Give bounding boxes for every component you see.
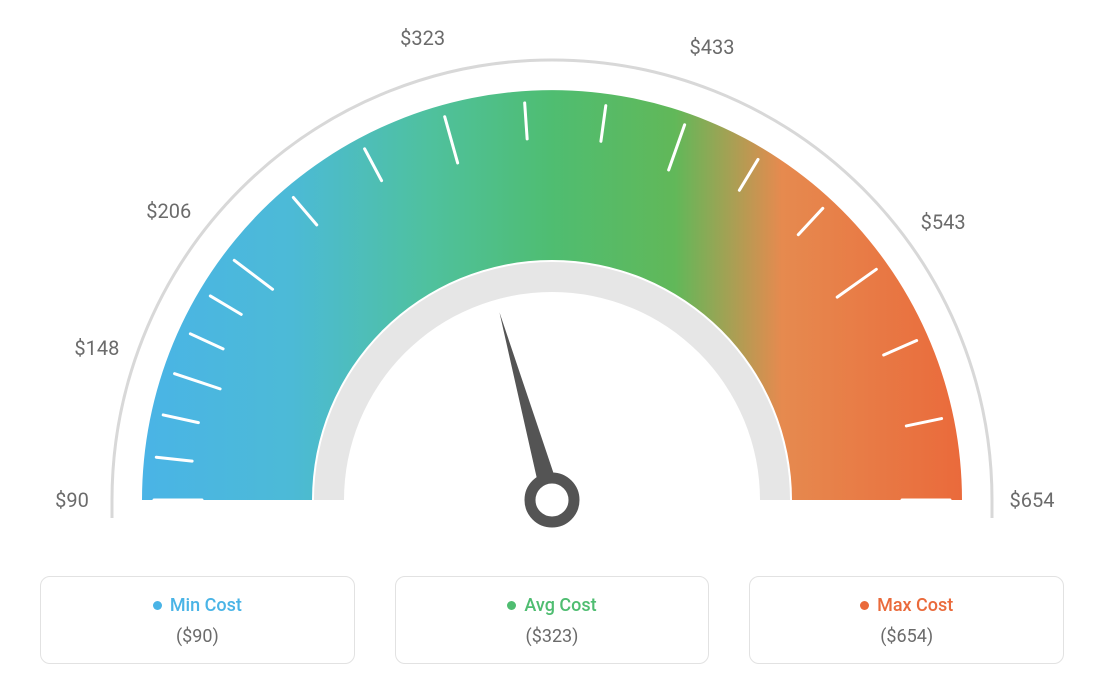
legend-title-min: Min Cost [153, 595, 242, 616]
legend-value-avg: ($323) [406, 626, 699, 647]
legend-title-max: Max Cost [860, 595, 953, 616]
legend-card-max: Max Cost ($654) [749, 576, 1064, 664]
legend-card-min: Min Cost ($90) [40, 576, 355, 664]
gauge-tick-label: $654 [1010, 488, 1055, 512]
gauge-tick-label: $90 [55, 488, 89, 512]
gauge-tick-label: $323 [400, 26, 445, 50]
gauge-tick-label: $148 [74, 336, 119, 360]
legend-card-avg: Avg Cost ($323) [395, 576, 710, 664]
dot-icon [507, 601, 516, 610]
legend-value-max: ($654) [760, 626, 1053, 647]
gauge-needle-hub [530, 478, 574, 522]
dot-icon [153, 601, 162, 610]
legend-label: Min Cost [170, 595, 242, 616]
gauge-tick-label: $543 [921, 210, 966, 234]
gauge-tick-label: $206 [146, 199, 191, 223]
cost-gauge: $90 $148 $206 $323 $433 $543 $654 [0, 0, 1104, 560]
legend-value-min: ($90) [51, 626, 344, 647]
dot-icon [860, 601, 869, 610]
legend-row: Min Cost ($90) Avg Cost ($323) Max Cost … [40, 576, 1064, 664]
legend-label: Avg Cost [524, 595, 596, 616]
gauge-svg [0, 0, 1104, 560]
legend-label: Max Cost [877, 595, 953, 616]
legend-title-avg: Avg Cost [507, 595, 596, 616]
gauge-tick-label: $433 [689, 35, 734, 59]
